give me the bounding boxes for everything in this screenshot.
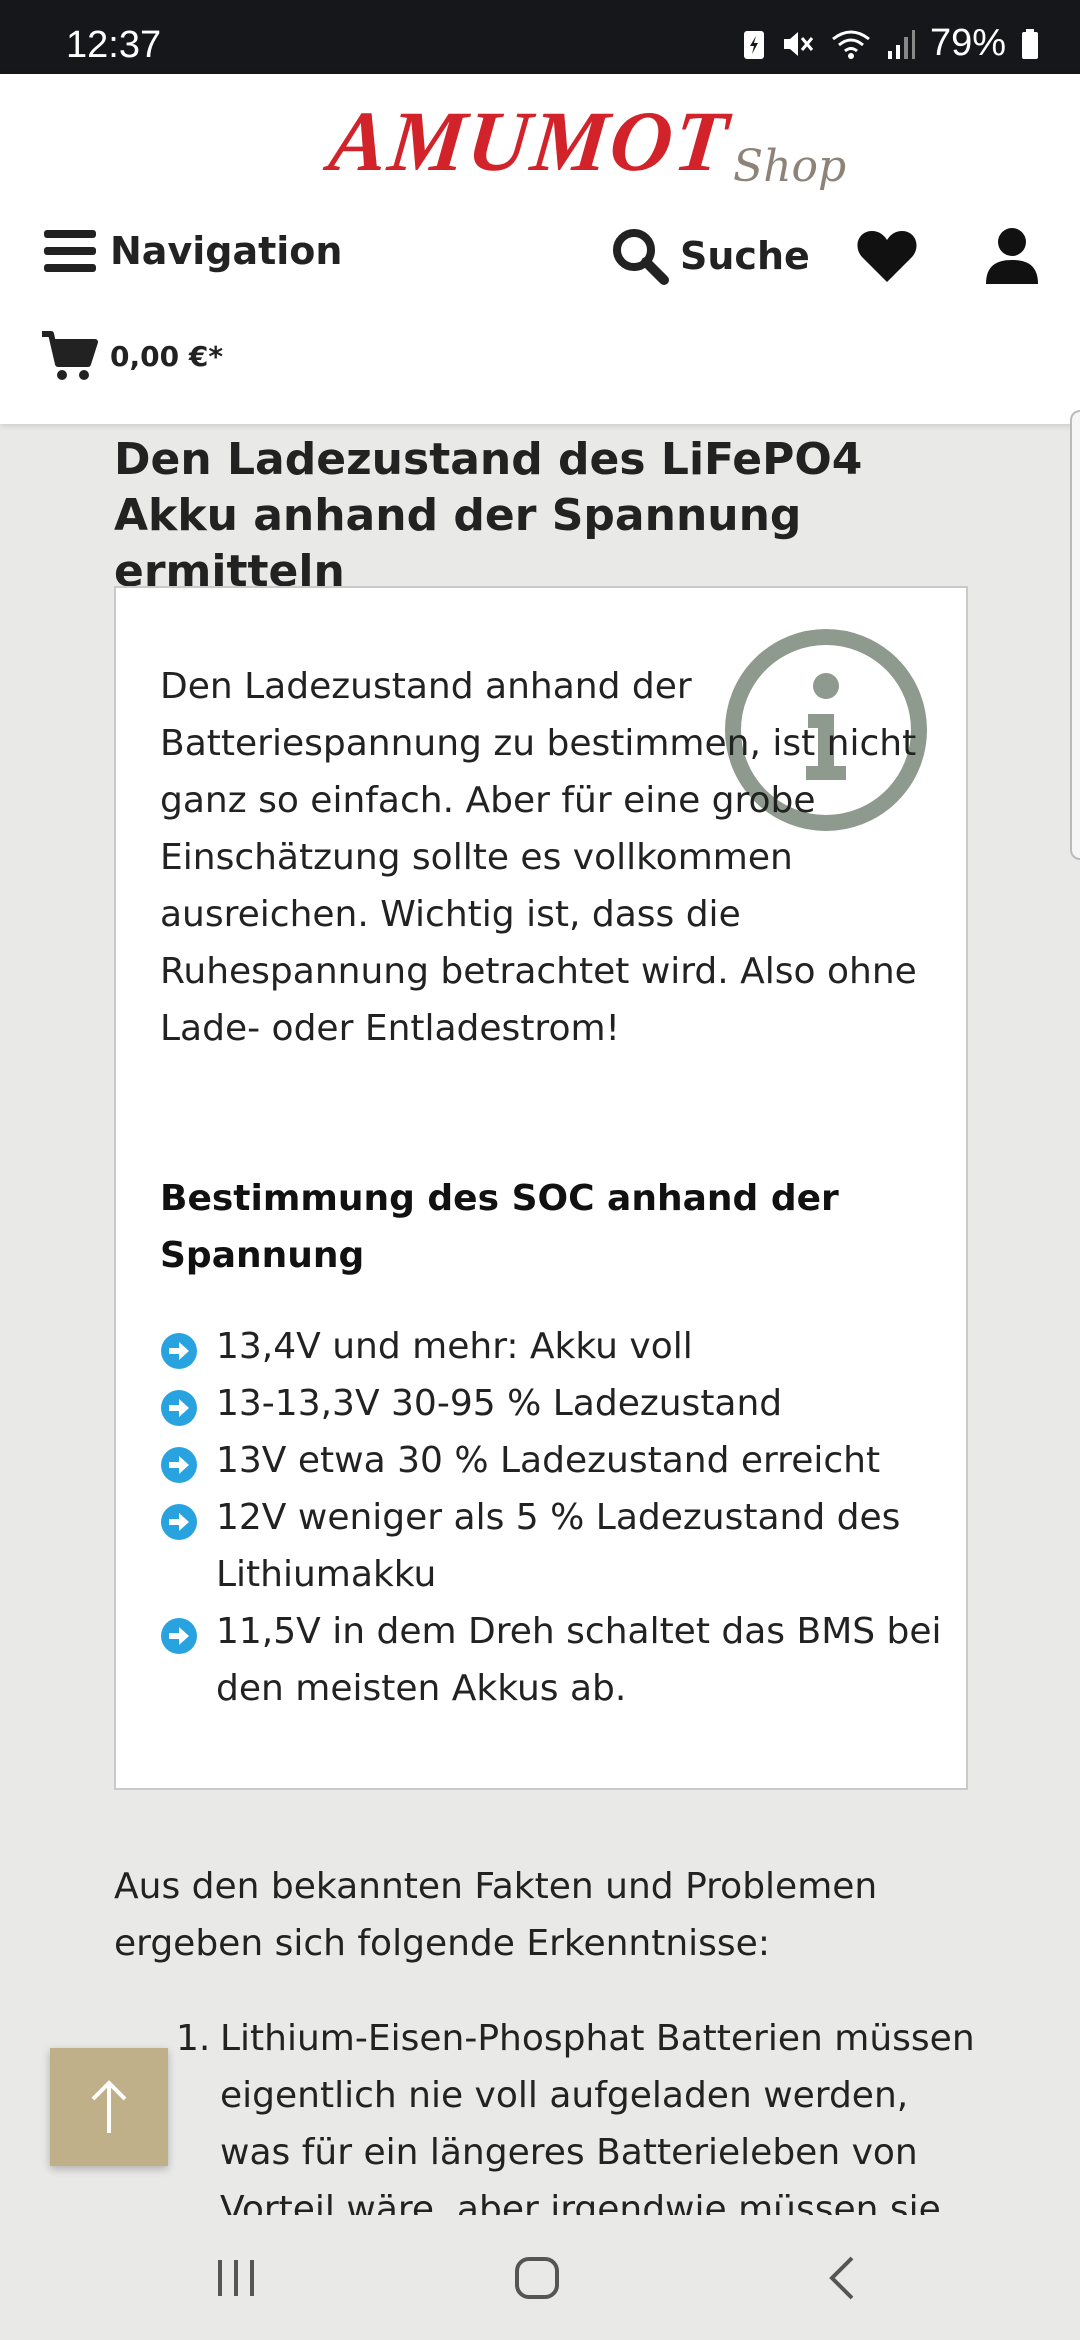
battery-percent: 79% [929, 22, 1006, 64]
search-icon [613, 229, 669, 285]
scroll-to-top-button[interactable] [50, 2048, 168, 2166]
info-icon [725, 629, 927, 831]
arrow-circle-right-icon [161, 1333, 197, 1369]
arrow-circle-right-icon [161, 1390, 197, 1426]
article-heading: Den Ladezustand des LiFePO4 Akku anhand … [114, 434, 863, 597]
status-bar: 12:37 79% [0, 0, 1080, 74]
findings-list: 1. Lithium-Eisen-Phosphat Batterien müss… [168, 2010, 978, 2215]
list-item-text: 13V etwa 30 % Ladezustand erreicht [216, 1440, 881, 1481]
info-text-content: Den Ladezustand anhand der Batteriespann… [160, 666, 917, 1049]
account-button[interactable] [984, 226, 1040, 290]
list-item: 12V weniger als 5 % Ladezustand des Lith… [160, 1489, 950, 1603]
arrow-circle-right-icon [161, 1447, 197, 1483]
cart-button[interactable]: 0,00 €* [40, 330, 223, 382]
mute-icon [783, 31, 814, 56]
site-logo[interactable]: AMUMOT Shop [325, 93, 846, 192]
list-item: 13-13,3V 30-95 % Ladezustand [160, 1375, 950, 1432]
signal-icon [887, 29, 915, 59]
back-icon[interactable] [824, 2256, 860, 2300]
info-text: Den Ladezustand anhand der Batteriespann… [160, 658, 940, 1057]
list-item-text: 13,4V und mehr: Akku voll [216, 1326, 693, 1367]
arrow-circle-right-icon [161, 1504, 197, 1540]
system-navigation-bar [0, 2216, 1080, 2340]
search-button[interactable]: Suche [610, 226, 810, 286]
list-item-text: 12V weniger als 5 % Ladezustand des Lith… [216, 1497, 901, 1595]
soc-list: 13,4V und mehr: Akku voll 13-13,3V 30-95… [160, 1318, 950, 1717]
list-item: 13,4V und mehr: Akku voll [160, 1318, 950, 1375]
arrow-circle-right-icon [161, 1618, 197, 1654]
search-label: Suche [680, 234, 810, 278]
header-actions: Navigation Suche [0, 222, 1080, 292]
cart-icon [42, 331, 98, 380]
status-time: 12:37 [66, 24, 162, 66]
wishlist-button[interactable] [856, 228, 918, 288]
battery-saver-icon [743, 30, 764, 59]
logo-shop-text: Shop [733, 141, 847, 192]
hamburger-menu-icon [44, 230, 96, 272]
info-box: Den Ladezustand anhand der Batteriespann… [114, 586, 968, 1790]
heart-icon [857, 231, 917, 282]
list-item-text: Lithium-Eisen-Phosphat Batterien müssen … [220, 2018, 975, 2215]
site-header: AMUMOT Shop Navigation Suche 0,00 €* [0, 74, 1080, 424]
list-item: 11,5V in dem Dreh schaltet das BMS bei d… [160, 1603, 950, 1717]
navigation-button[interactable]: Navigation [44, 228, 342, 274]
list-item: 13V etwa 30 % Ladezustand erreicht [160, 1432, 950, 1489]
user-icon [986, 228, 1038, 284]
navigation-label: Navigation [110, 229, 343, 273]
arrow-up-icon [91, 2080, 127, 2133]
list-item-number: 1. [176, 2018, 211, 2059]
article-paragraph: Aus den bekannten Fakten und Problemen e… [114, 1866, 878, 1964]
logo-text: AMUMOT [324, 93, 735, 189]
home-icon[interactable] [514, 2256, 560, 2300]
info-heading: Bestimmung des SOC anhand der Spannung [160, 1178, 839, 1276]
cart-total: 0,00 €* [110, 339, 223, 373]
list-item-text: 11,5V in dem Dreh schaltet das BMS bei d… [216, 1611, 942, 1709]
list-item-text: 13-13,3V 30-95 % Ladezustand [216, 1383, 783, 1424]
status-icons: 79% [742, 22, 1040, 65]
wifi-icon [832, 30, 870, 59]
edge-panel-handle[interactable] [1070, 410, 1080, 860]
battery-icon [1022, 28, 1038, 59]
recent-apps-icon[interactable] [214, 2256, 258, 2300]
